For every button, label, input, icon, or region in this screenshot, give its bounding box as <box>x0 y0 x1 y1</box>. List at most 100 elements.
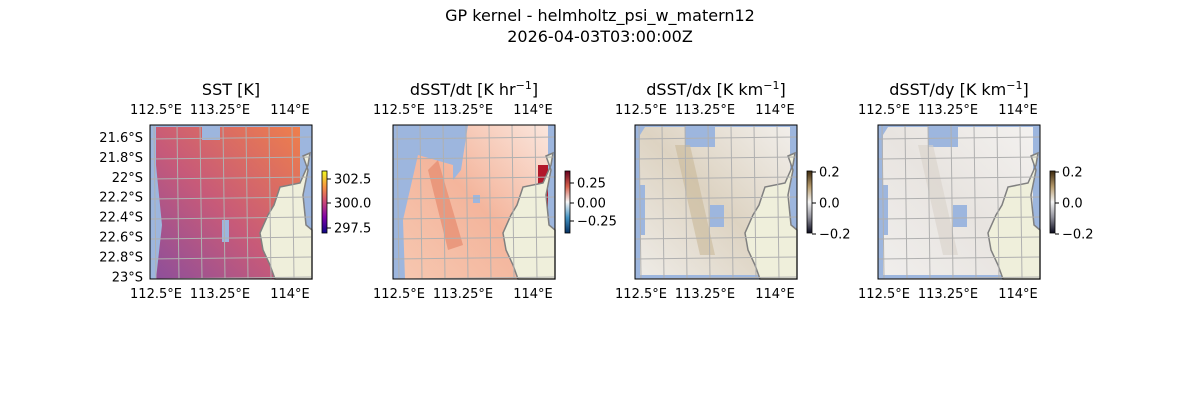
panel-title-end: ] <box>779 80 785 99</box>
gridline-lat <box>392 216 556 220</box>
lat-tick-label: 22.6°S <box>99 231 143 246</box>
panel-title-text: dSST/dt [K hr <box>410 80 516 99</box>
gridline-lat <box>149 196 313 200</box>
gridline-lon <box>511 124 515 280</box>
colorbar-tick-label: −0.25 <box>577 215 617 230</box>
gridline-lon <box>730 124 734 280</box>
colorbar <box>1049 170 1056 234</box>
gradient-feature <box>675 145 715 255</box>
gridline-lat <box>877 256 1041 260</box>
missing-data-patch <box>222 220 229 242</box>
missing-data-patch <box>710 205 724 227</box>
gridline-lon <box>927 124 931 280</box>
gridline-lat <box>634 256 798 260</box>
lon-tick-label-bottom: 113.25°E <box>675 287 735 302</box>
missing-data-patch <box>202 125 220 140</box>
figure-subtitle: 2026-04-03T03:00:00Z <box>507 27 693 46</box>
colorbar <box>321 170 328 234</box>
gridline-lon <box>245 124 249 280</box>
lon-tick-label-top: 112.5°E <box>130 103 182 118</box>
lon-tick-label-top: 114°E <box>998 103 1038 118</box>
missing-data-patch <box>473 195 480 203</box>
colorbar-tick-label: 0.0 <box>1062 197 1083 212</box>
gridline-lon <box>638 124 642 280</box>
gridline-lat <box>634 176 798 180</box>
gridline-lat <box>392 196 556 200</box>
lon-tick-label-top: 112.5°E <box>615 103 667 118</box>
gridline-lon <box>534 124 538 280</box>
colorbar-tick-label: −0.2 <box>819 228 851 243</box>
lon-tick-label-top: 114°E <box>270 103 310 118</box>
lat-tick-label: 23°S <box>112 270 143 285</box>
lon-tick-label-top: 113.25°E <box>918 103 978 118</box>
colorbar-tick-label: 300.0 <box>334 197 371 212</box>
gradient-feature <box>428 160 463 250</box>
panel-title-end: ] <box>532 80 538 99</box>
gridline-lon <box>396 124 400 280</box>
colorbar-tick-label: 0.2 <box>819 166 840 181</box>
axes-frame <box>634 124 798 280</box>
lon-tick-label-top: 113.25°E <box>433 103 493 118</box>
gridline-lon <box>776 124 780 280</box>
axes-frame <box>392 124 556 280</box>
panel-title-text: dSST/dy [K km <box>889 80 1006 99</box>
lat-tick-label: 22.8°S <box>99 250 143 265</box>
gridline-lat <box>149 136 313 140</box>
lon-tick-label-bottom: 113.25°E <box>918 287 978 302</box>
map-panel-2: dSST/dt [K hr−1] 112.5°E 112.5°E 113.25°E 11… <box>373 79 617 302</box>
gridline-lat <box>392 136 556 140</box>
lon-tick-label-top: 112.5°E <box>373 103 425 118</box>
gridline-lat <box>634 196 798 200</box>
gridline-lon <box>176 124 180 280</box>
lon-tick-label-top: 113.25°E <box>190 103 250 118</box>
lat-tick-label: 22.4°S <box>99 211 143 226</box>
gridline-lon <box>996 124 1000 280</box>
lon-tick-label-bottom: 114°E <box>998 287 1038 302</box>
lon-tick-label-bottom: 114°E <box>755 287 795 302</box>
map-panel-1: SST [K] 112.5°E 112.5°E 113.25°E 113.25°E 114… <box>99 80 371 302</box>
lon-tick-label-bottom: 112.5°E <box>615 287 667 302</box>
axes-frame <box>877 124 1041 280</box>
missing-data-patch <box>928 125 958 147</box>
gradient-feature <box>918 145 958 255</box>
gridline-lon <box>904 124 908 280</box>
gridline-lon <box>199 124 203 280</box>
gridline-lat <box>877 216 1041 220</box>
colorbar-tick-label: 302.5 <box>334 173 371 188</box>
map-panel-3: dSST/dx [K km−1] 112.5°E 112.5°E 113.25°E 11… <box>615 79 851 302</box>
panel-title-superscript: −1 <box>516 79 532 92</box>
colorbar-tick-label: 0.2 <box>1062 166 1083 181</box>
gridline-lon <box>661 124 665 280</box>
lat-tick-label: 21.8°S <box>99 151 143 166</box>
lon-tick-label-bottom: 112.5°E <box>373 287 425 302</box>
panel-title-superscript: −1 <box>763 79 779 92</box>
colorbar-tick-label: 0.0 <box>819 197 840 212</box>
gridline-lon <box>684 124 688 280</box>
axes-frame <box>149 124 313 280</box>
colorbar-tick-label: 0.00 <box>577 197 606 212</box>
lon-tick-label-top: 113.25°E <box>675 103 735 118</box>
gridline-lat <box>877 156 1041 160</box>
gridline-lon <box>291 124 295 280</box>
panel-title: SST [K] <box>202 80 260 99</box>
colorbar-tick-label: 297.5 <box>334 222 371 237</box>
gridline-lat <box>149 236 313 240</box>
gridline-lat <box>634 236 798 240</box>
gridline-lat <box>877 236 1041 240</box>
gridline-lat <box>392 236 556 240</box>
lon-tick-label-top: 114°E <box>513 103 553 118</box>
gridline-lon <box>465 124 469 280</box>
gridline-lon <box>153 124 157 280</box>
lon-tick-label-bottom: 113.25°E <box>190 287 250 302</box>
gridline-lat <box>149 156 313 160</box>
panel-title-end: ] <box>1022 80 1028 99</box>
gridline-lon <box>753 124 757 280</box>
lat-tick-label: 21.6°S <box>99 131 143 146</box>
colorbar-tick-label: 0.25 <box>577 177 606 192</box>
gridline-lon <box>1019 124 1023 280</box>
panel-title-superscript: −1 <box>1006 79 1022 92</box>
panel-title-text: SST [K] <box>202 80 260 99</box>
gridline-lon <box>973 124 977 280</box>
gridline-lon <box>442 124 446 280</box>
